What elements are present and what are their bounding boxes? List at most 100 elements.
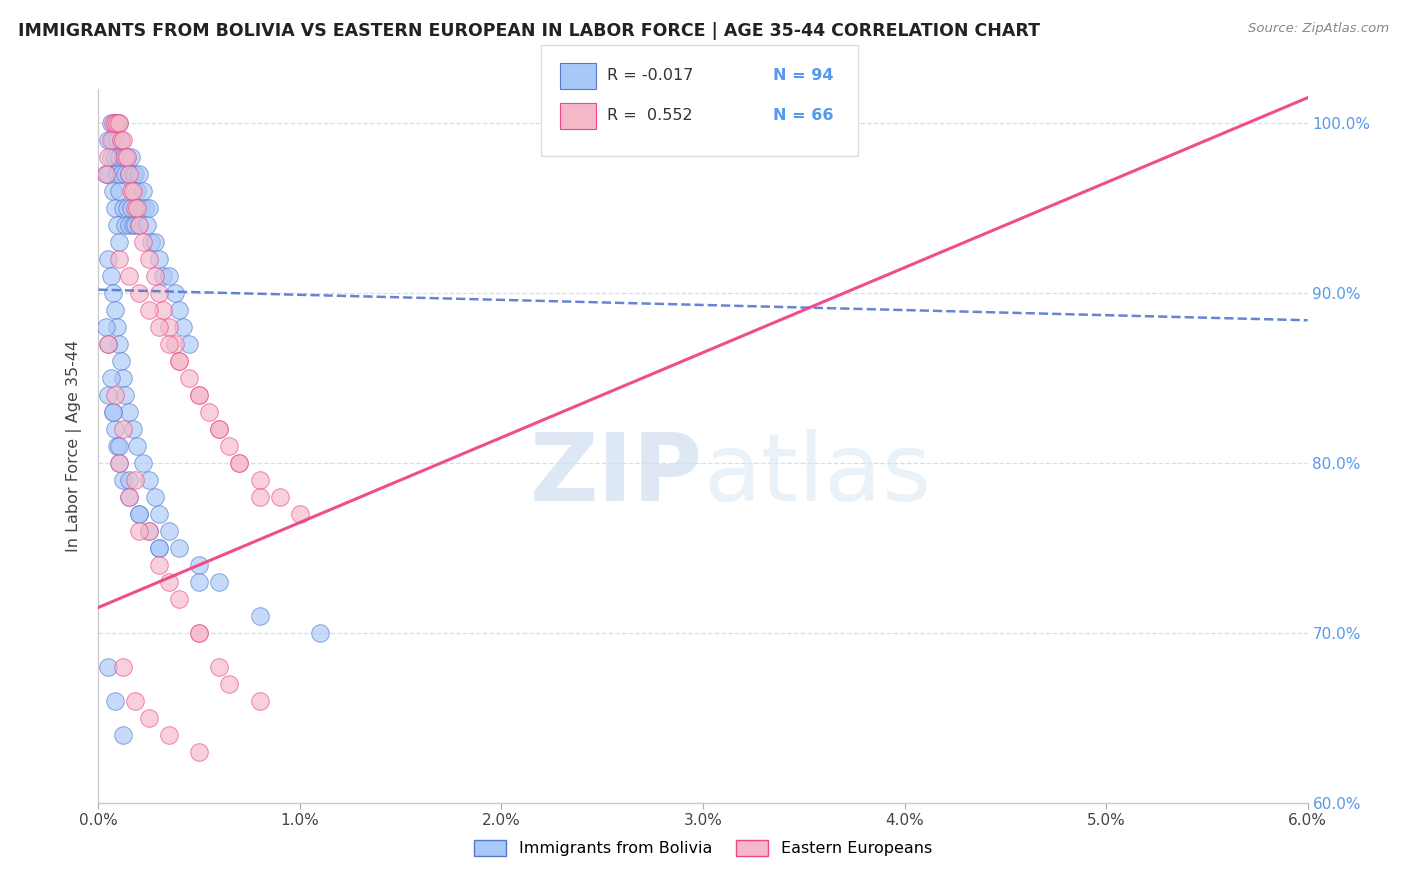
Text: R = -0.017: R = -0.017 [607,69,693,83]
Point [148,541,170,555]
Point [124,473,146,487]
Point [111,728,134,742]
Point [179,337,201,351]
Point [249,490,271,504]
Point [105,439,128,453]
Point [249,608,271,623]
Point [120,184,142,198]
Point [118,490,141,504]
Point [288,507,311,521]
Point [124,218,146,232]
Point [118,490,141,504]
Point [132,235,155,249]
Point [97,133,120,147]
Point [118,218,141,232]
Point [218,677,240,691]
Point [124,694,146,708]
Point [138,524,160,538]
Point [143,490,166,504]
Point [129,201,152,215]
Point [208,660,231,674]
Point [125,201,148,215]
Point [148,507,170,521]
Point [135,218,157,232]
Text: N = 94: N = 94 [773,69,834,83]
Point [105,116,128,130]
Point [188,626,211,640]
Point [148,286,170,301]
Point [107,456,129,470]
Point [132,184,155,198]
Point [107,235,129,249]
Point [121,218,143,232]
Point [128,507,150,521]
Point [107,337,129,351]
Point [269,490,291,504]
Point [118,405,141,419]
Point [110,167,132,181]
Text: ZIP: ZIP [530,428,703,521]
Point [97,337,120,351]
Point [118,269,141,284]
Point [103,201,125,215]
Point [138,252,160,266]
Point [114,150,136,164]
Point [218,439,240,453]
Point [101,405,124,419]
Text: atlas: atlas [703,428,931,521]
Point [152,269,174,284]
Point [121,184,143,198]
Point [114,388,136,402]
Point [111,660,134,674]
Point [120,201,142,215]
Point [107,456,129,470]
Point [208,574,231,589]
Point [249,473,271,487]
Point [148,541,170,555]
Point [97,388,120,402]
Point [188,388,211,402]
Point [167,541,190,555]
Point [97,252,120,266]
Point [115,150,138,164]
Point [125,439,148,453]
Point [107,252,129,266]
Point [101,405,124,419]
Point [105,320,128,334]
Point [114,167,136,181]
Point [179,371,201,385]
Point [138,201,160,215]
Point [100,150,122,164]
Point [157,728,180,742]
Point [110,133,132,147]
Point [107,439,129,453]
Point [111,422,134,436]
Point [97,337,120,351]
Point [138,473,160,487]
Point [97,167,120,181]
Point [121,422,143,436]
Point [208,422,231,436]
Point [101,116,124,130]
Point [138,524,160,538]
Point [157,574,180,589]
Point [103,388,125,402]
Point [208,422,231,436]
Point [111,150,134,164]
Point [111,133,134,147]
Point [132,456,155,470]
Point [152,303,174,318]
Point [138,711,160,725]
Point [97,150,120,164]
Point [172,320,194,334]
Point [100,269,122,284]
Point [188,574,211,589]
Point [167,354,190,368]
Point [128,524,150,538]
Point [97,660,120,674]
Point [103,150,125,164]
Point [188,558,211,572]
Point [100,116,122,130]
Point [188,745,211,759]
Point [110,133,132,147]
